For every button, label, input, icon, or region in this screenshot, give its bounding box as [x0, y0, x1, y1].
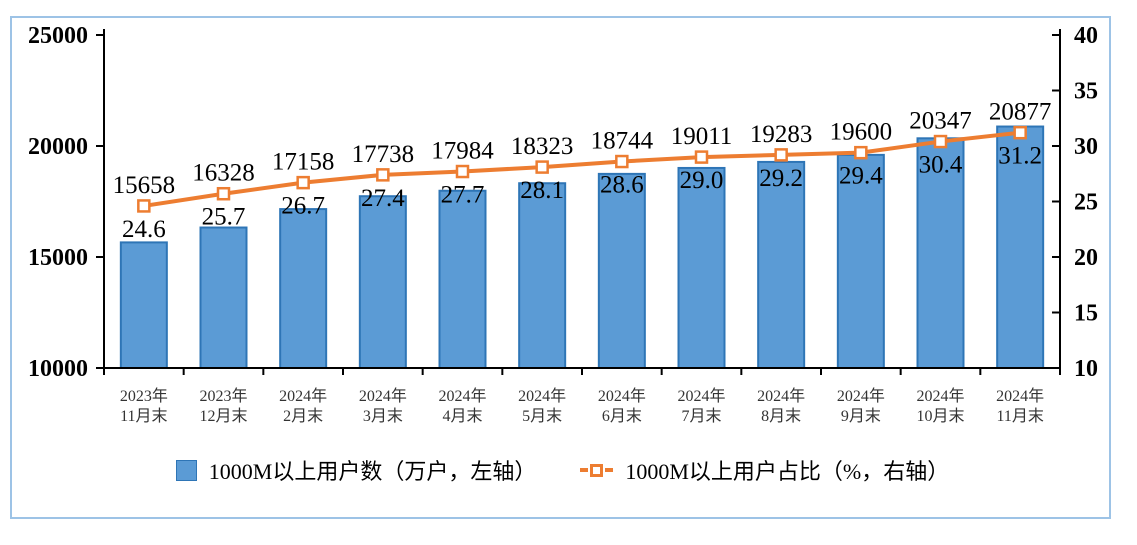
line-value-label: 28.1	[520, 177, 564, 204]
bar-value-label: 19011	[671, 123, 733, 150]
x-axis-label-line2: 6月末	[602, 407, 642, 425]
line-value-label: 29.0	[680, 167, 724, 194]
bar-2023年11月末	[119, 241, 168, 369]
line-marker-2024年11月末	[1013, 125, 1027, 140]
left-axis-tick-label: 25000	[28, 23, 88, 49]
x-axis-label-line2: 7月末	[681, 407, 721, 425]
right-axis-tick-label: 20	[1074, 245, 1098, 271]
line-value-label: 31.2	[998, 143, 1042, 170]
x-axis-label-line1: 2024年	[996, 387, 1044, 405]
x-axis-label-line1: 2024年	[518, 387, 566, 405]
legend-item-line-series: 1000M以上用户占比（%，右轴）	[580, 454, 949, 486]
line-marker-2024年5月末	[535, 160, 549, 174]
x-axis-label-line2: 5月末	[522, 407, 562, 425]
right-axis-tick-label: 25	[1074, 190, 1098, 216]
line-marker-2024年3月末	[376, 168, 390, 182]
line-value-label: 24.6	[122, 216, 166, 243]
bar-value-label: 17738	[352, 141, 415, 168]
x-axis-label-line1: 2024年	[757, 387, 805, 405]
bar-value-label: 17984	[431, 138, 494, 165]
line-marker-2024年2月末	[296, 175, 310, 190]
line-swatch-dash-right	[605, 468, 614, 472]
left-axis-tick-label: 20000	[28, 134, 88, 160]
bar-2024年6月末	[597, 172, 646, 369]
bar-2024年5月末	[518, 182, 567, 369]
line-value-label: 25.7	[202, 204, 246, 231]
line-value-label: 27.7	[441, 182, 485, 209]
bar-value-label: 19283	[750, 121, 813, 148]
bar-2024年9月末	[836, 153, 885, 369]
x-axis-label-line1: 2024年	[598, 387, 646, 405]
line-value-label: 29.4	[839, 163, 883, 190]
x-axis-label-line1: 2024年	[359, 387, 407, 405]
x-axis-label-line2: 11月末	[996, 407, 1043, 425]
x-axis-label-line2: 12月末	[199, 407, 247, 425]
line-marker-2024年9月末	[854, 145, 868, 160]
x-axis-label-line1: 2023年	[199, 387, 247, 405]
right-axis-tick-label: 15	[1074, 301, 1098, 327]
x-axis-label-line1: 2024年	[279, 387, 327, 405]
bar-value-label: 19600	[830, 119, 893, 146]
line-marker-2024年6月末	[615, 154, 629, 169]
bar-value-label: 20347	[909, 108, 972, 135]
line-value-label: 29.2	[759, 165, 803, 192]
x-axis-label-line1: 2024年	[837, 387, 885, 405]
chart-legend: 1000M以上用户数（万户，左轴） 1000M以上用户占比（%，右轴）	[12, 452, 1113, 488]
right-axis-tick-label: 10	[1074, 356, 1098, 382]
line-series-legend-label: 1000M以上用户占比（%，右轴）	[625, 459, 950, 484]
x-axis-label-line2: 3月末	[363, 407, 403, 425]
bar-value-label: 15658	[113, 172, 176, 199]
bar-2023年12月末	[199, 226, 248, 369]
bar-value-label: 20877	[989, 99, 1052, 126]
x-axis-label-line1: 2024年	[438, 387, 486, 405]
bar-value-label: 17158	[272, 149, 335, 176]
bar-series-swatch-icon	[175, 459, 197, 481]
x-axis-label-line2: 11月末	[120, 407, 167, 425]
percentage-line	[143, 130, 1021, 208]
line-value-label: 28.6	[600, 172, 644, 199]
line-swatch-marker	[590, 463, 604, 477]
line-marker-2024年7月末	[694, 150, 709, 164]
bar-2024年3月末	[358, 195, 407, 369]
bar-value-label: 18323	[511, 133, 574, 160]
x-axis-label-line2: 4月末	[442, 407, 482, 425]
line-marker-2023年11月末	[137, 199, 151, 213]
line-value-label: 30.4	[919, 152, 963, 179]
bar-2024年7月末	[677, 166, 726, 369]
bar-series-legend-label: 1000M以上用户数（万户，左轴）	[208, 459, 537, 484]
line-marker-2024年4月末	[455, 164, 470, 179]
x-axis-label-line1: 2023年	[120, 387, 168, 405]
x-axis-label-line2: 9月末	[841, 407, 881, 425]
left-axis-tick-label: 15000	[28, 245, 88, 271]
x-axis-label-line1: 2024年	[916, 387, 964, 405]
right-axis-tick-label: 35	[1074, 79, 1098, 105]
x-axis-label-line1: 2024年	[677, 387, 725, 405]
line-swatch-dash-left	[580, 468, 589, 472]
bar-2024年8月末	[757, 160, 806, 369]
x-axis-label-line2: 10月末	[916, 407, 964, 425]
right-axis-tick-label: 40	[1074, 23, 1098, 49]
bar-value-label: 18744	[591, 128, 654, 155]
x-axis-label-line2: 2月末	[283, 407, 323, 425]
bar-2024年4月末	[438, 189, 487, 369]
bar-value-label: 16328	[192, 160, 255, 187]
right-axis-tick-label: 30	[1074, 134, 1098, 160]
line-marker-2024年8月末	[774, 148, 788, 162]
line-marker-2024年10月末	[933, 134, 948, 149]
line-marker-2023年12月末	[216, 186, 231, 201]
line-value-label: 27.4	[361, 185, 405, 212]
bar-2024年10月末	[916, 137, 965, 369]
line-series-swatch-icon	[580, 463, 614, 477]
x-axis-label-line2: 8月末	[761, 407, 801, 425]
left-axis-tick-label: 10000	[28, 356, 88, 382]
legend-item-bar-series: 1000M以上用户数（万户，左轴）	[175, 454, 537, 486]
line-value-label: 26.7	[281, 193, 325, 220]
bar-2024年2月末	[279, 208, 328, 369]
